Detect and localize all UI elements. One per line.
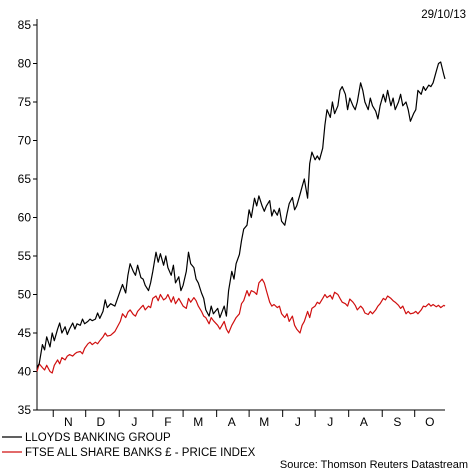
- x-tick-label: A: [228, 415, 236, 429]
- x-tick-label: M: [193, 415, 203, 429]
- y-tick-label: 35: [18, 403, 32, 417]
- x-tick-label: M: [259, 415, 269, 429]
- series-line-ftse-banks: [36, 278, 446, 374]
- x-tick-label: S: [393, 415, 401, 429]
- plot-area: 35 40 45 50 55 60 65 70 75 80 85 N D J F M A M J J A S O: [18, 18, 446, 429]
- y-tick-label: 55: [18, 249, 32, 263]
- x-tick-label: D: [97, 415, 106, 429]
- y-tick-label: 80: [18, 57, 32, 71]
- x-tick-label: O: [425, 415, 434, 429]
- y-tick-label: 75: [18, 95, 32, 109]
- x-tick-label: J: [295, 415, 301, 429]
- chart-date-label: 29/10/13: [421, 9, 466, 21]
- x-tick-label: N: [64, 415, 73, 429]
- legend-label: FTSE ALL SHARE BANKS £ - PRICE INDEX: [25, 447, 256, 459]
- x-tick-label: F: [164, 415, 171, 429]
- source-note: Source: Thomson Reuters Datastream: [280, 459, 468, 471]
- y-tick-label: 50: [18, 288, 32, 302]
- x-tick-label: J: [131, 415, 137, 429]
- y-tick-label: 65: [18, 172, 32, 186]
- y-tick-label: 85: [18, 18, 32, 32]
- y-tick-label: 60: [18, 211, 32, 225]
- y-tick-label: 70: [18, 134, 32, 148]
- y-tick-label: 40: [18, 365, 32, 379]
- series-line-lloyds: [36, 61, 446, 368]
- x-tick-label: A: [360, 415, 368, 429]
- x-tick-label: J: [327, 415, 333, 429]
- legend-label: LLOYDS BANKING GROUP: [25, 432, 171, 444]
- legend: LLOYDS BANKING GROUP FTSE ALL SHARE BANKS…: [2, 432, 256, 459]
- y-tick-label: 45: [18, 326, 32, 340]
